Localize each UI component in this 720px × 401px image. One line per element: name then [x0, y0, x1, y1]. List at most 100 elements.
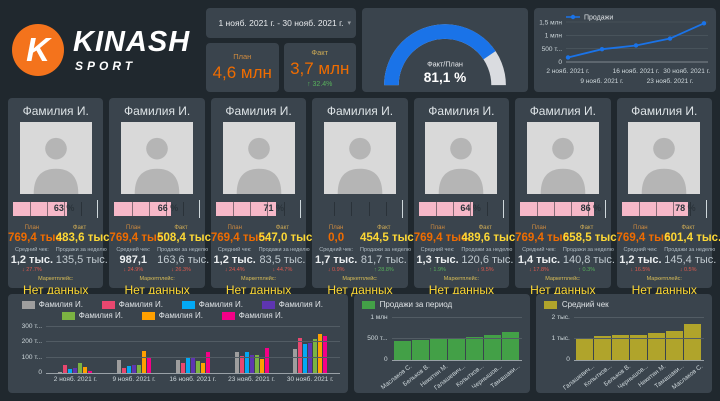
plan-fact-row: План 769,4 тыс. Факт 489,6 тыс. — [414, 225, 519, 244]
person-card: Фамилия И. 86 % План 76 — [515, 98, 620, 297]
x-tick-label: 16 нояб. 2021 г. — [169, 376, 217, 383]
avg-check-value: 1,2 тыс. — [213, 254, 256, 266]
y-tick-label: 0 — [383, 356, 388, 363]
brand-logo-letter: K — [26, 31, 50, 68]
progress-tick — [537, 202, 539, 216]
avatar-placeholder-icon — [425, 122, 498, 194]
progress-tick — [64, 202, 66, 216]
avg-check-value: 1,4 тыс. — [517, 254, 561, 266]
gridline — [46, 356, 340, 358]
progress-tick — [182, 202, 184, 216]
progress-percent: 71 % — [263, 203, 284, 213]
progress-tick — [554, 202, 556, 216]
card-plan-value: 0,0 — [328, 232, 345, 244]
bar — [190, 356, 195, 373]
bar-group — [234, 347, 269, 373]
progress-tick — [351, 202, 353, 216]
daily-sales-by-person-chart: Фамилия И. Фамилия И. Фамилия И. Фамилия И.… — [8, 294, 348, 393]
card-plan-label: План — [633, 225, 648, 231]
avg-check-plot-area: 0 1 тыс. 2 тыс. Галашевич... Копытков... Бел… — [552, 314, 705, 392]
bar — [78, 363, 83, 373]
week-sales-value: 145,4 тыс. — [664, 254, 717, 266]
progress-fill — [114, 202, 171, 216]
avatar-placeholder-icon — [323, 122, 396, 194]
bar — [137, 364, 142, 373]
progress-end-marker — [401, 200, 403, 218]
avatar-placeholder-icon — [628, 122, 701, 194]
date-range-picker[interactable]: 1 нояб. 2021 г. - 30 нояб. 2021 г. ▾ — [206, 8, 356, 38]
legend-swatch — [221, 311, 235, 320]
avatar-placeholder-icon — [121, 122, 194, 194]
person-card: Фамилия И. 63 % План 76 — [8, 98, 113, 297]
plan-fact-row: План 769,4 тыс. Факт 547,0 тыс. — [211, 225, 316, 244]
bar — [68, 368, 73, 373]
bar — [684, 324, 702, 360]
bar — [630, 334, 648, 360]
week-sales-value: 83,5 тыс. — [259, 254, 306, 266]
y-tick-label: 100 т... — [21, 353, 42, 361]
bar — [264, 347, 269, 373]
avatar — [19, 122, 92, 194]
plan-progress-bar — [317, 200, 403, 218]
week-sales-delta: ↑ 0.3% — [578, 267, 596, 273]
plan-progress-bar: 71 % — [215, 200, 302, 218]
marketplace-value: Нет данных — [631, 283, 697, 297]
card-fact-label: Факт — [478, 225, 492, 231]
daily-chart-plot: 0 100 т... 200 т... 300 т... — [22, 323, 340, 376]
legend-label: Фамилия И. — [238, 311, 283, 320]
card-fact-label: Факт — [72, 225, 87, 231]
x-tick-label: 9 нояб. 2021 г. — [112, 376, 156, 383]
progress-tick — [452, 202, 454, 216]
bar — [303, 343, 308, 373]
line-point — [565, 55, 571, 60]
kpi-row: План 4,6 млн Факт 3,7 млн ↑ 32.4% — [206, 43, 356, 92]
marketplace-label: Маркетплейс: — [240, 276, 277, 282]
marketplace-label: Маркетплейс: — [38, 276, 74, 282]
card-fact-label: Факт — [580, 225, 594, 231]
bar — [142, 350, 147, 373]
week-sales-value: 135,5 тыс. — [55, 254, 108, 266]
progress-tick — [487, 202, 489, 216]
bar — [117, 359, 122, 373]
legend-swatch — [141, 311, 155, 320]
plan-progress-bar: 66 % — [114, 200, 200, 218]
week-sales-label: Продажи за неделю — [157, 247, 209, 253]
bar — [127, 366, 132, 373]
progress-end-marker — [300, 200, 302, 218]
legend-label: Фамилия И. — [278, 300, 323, 309]
x-tick-label: 23 нояб. 2021 г. — [228, 376, 275, 383]
legend-swatch — [543, 300, 557, 309]
avg-check-value: 987,1 — [119, 254, 148, 266]
bar — [612, 334, 630, 360]
card-fact-label: Факт — [174, 225, 188, 231]
avg-check-delta: ↓ 17.8% — [529, 267, 549, 273]
legend-label: Фамилия И. — [198, 300, 243, 309]
line-data-points — [565, 21, 707, 60]
avg-check-label: Средний чек: — [319, 247, 353, 253]
y-tick-label: 300 т... — [21, 323, 42, 330]
avg-week-row: Средний чек: 1,2 тыс. ↓ 24.4% Продажи за… — [211, 247, 310, 273]
avg-week-row: Средний чек: 1,2 тыс. ↓ 27.7% Продажи за… — [8, 247, 108, 273]
bar-group — [175, 352, 210, 373]
person-name: Фамилия И. — [225, 104, 292, 118]
week-sales-delta: ↓ 0.5% — [679, 267, 697, 273]
person-name: Фамилия И. — [529, 104, 596, 118]
progress-tick — [655, 202, 657, 216]
sales-period-bars — [392, 318, 522, 360]
daily-chart-legend: Фамилия И. Фамилия И. Фамилия И. Фамилия И.… — [16, 300, 340, 320]
brand-logo-icon: K — [12, 24, 64, 76]
legend-item: Фамилия И. — [221, 311, 294, 320]
avg-check-delta: ↓ 27.7% — [21, 267, 42, 273]
gridline — [391, 338, 522, 339]
gauge-chart: Факт/План 81,1 % — [362, 8, 528, 92]
card-fact-value: 489,6 тыс. — [461, 232, 519, 244]
bar — [185, 358, 190, 373]
avg-check-bars — [574, 318, 704, 360]
progress-tick — [469, 202, 471, 216]
week-sales-label: Продажи за неделю — [258, 247, 310, 253]
week-sales-delta: ↑ 28.8% — [373, 267, 394, 273]
bar — [180, 363, 185, 373]
gauge-fill — [384, 24, 506, 86]
plan-fact-row: План 0,0 Факт 454,5 тыс. — [312, 225, 417, 244]
